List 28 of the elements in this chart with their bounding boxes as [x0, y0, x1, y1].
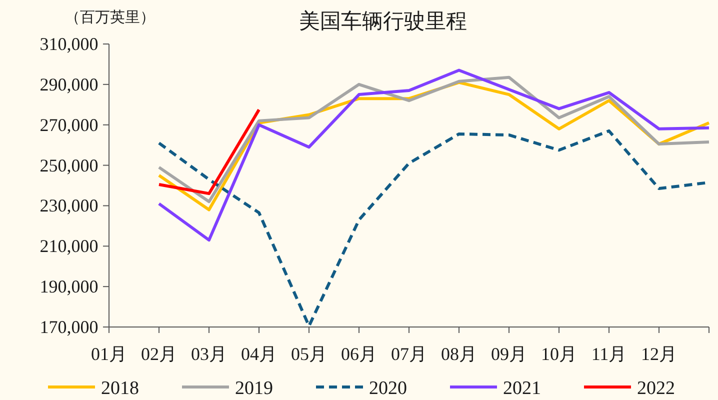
- x-tick-label: 09月: [491, 344, 527, 364]
- legend-label: 2019: [235, 378, 273, 399]
- legend-label: 2020: [369, 378, 407, 399]
- x-tick-label: 12月: [641, 344, 677, 364]
- y-tick-label: 270,000: [40, 114, 98, 135]
- y-tick-label: 250,000: [40, 155, 98, 176]
- y-tick-label: 170,000: [40, 317, 98, 337]
- y-tick-label: 290,000: [40, 74, 98, 94]
- x-tick-label: 06月: [341, 344, 377, 364]
- chart-title: 美国车辆行驶里程: [299, 9, 467, 33]
- x-tick-label: 05月: [291, 344, 327, 364]
- y-tick-label: 230,000: [40, 196, 98, 216]
- line-series: [158, 68, 710, 242]
- y-axis-title: （百万英里）: [65, 9, 155, 26]
- x-tick-label: 02月: [141, 344, 177, 364]
- y-tick-label: 310,000: [40, 34, 98, 54]
- legend-label: 2022: [637, 378, 675, 399]
- x-tick-label: 11月: [591, 344, 627, 364]
- x-tick-label: 08月: [441, 344, 477, 364]
- x-tick-label: 04月: [241, 344, 277, 364]
- legend-label: 2021: [503, 378, 541, 399]
- y-tick-label: 210,000: [40, 236, 98, 256]
- x-tick-label: 07月: [391, 344, 427, 364]
- legend-label: 2018: [101, 378, 139, 399]
- x-tick-label: 01月: [91, 344, 127, 364]
- x-tick-label: 10月: [541, 344, 577, 364]
- x-tick-label: 03月: [191, 344, 227, 364]
- y-tick-label: 190,000: [40, 276, 98, 297]
